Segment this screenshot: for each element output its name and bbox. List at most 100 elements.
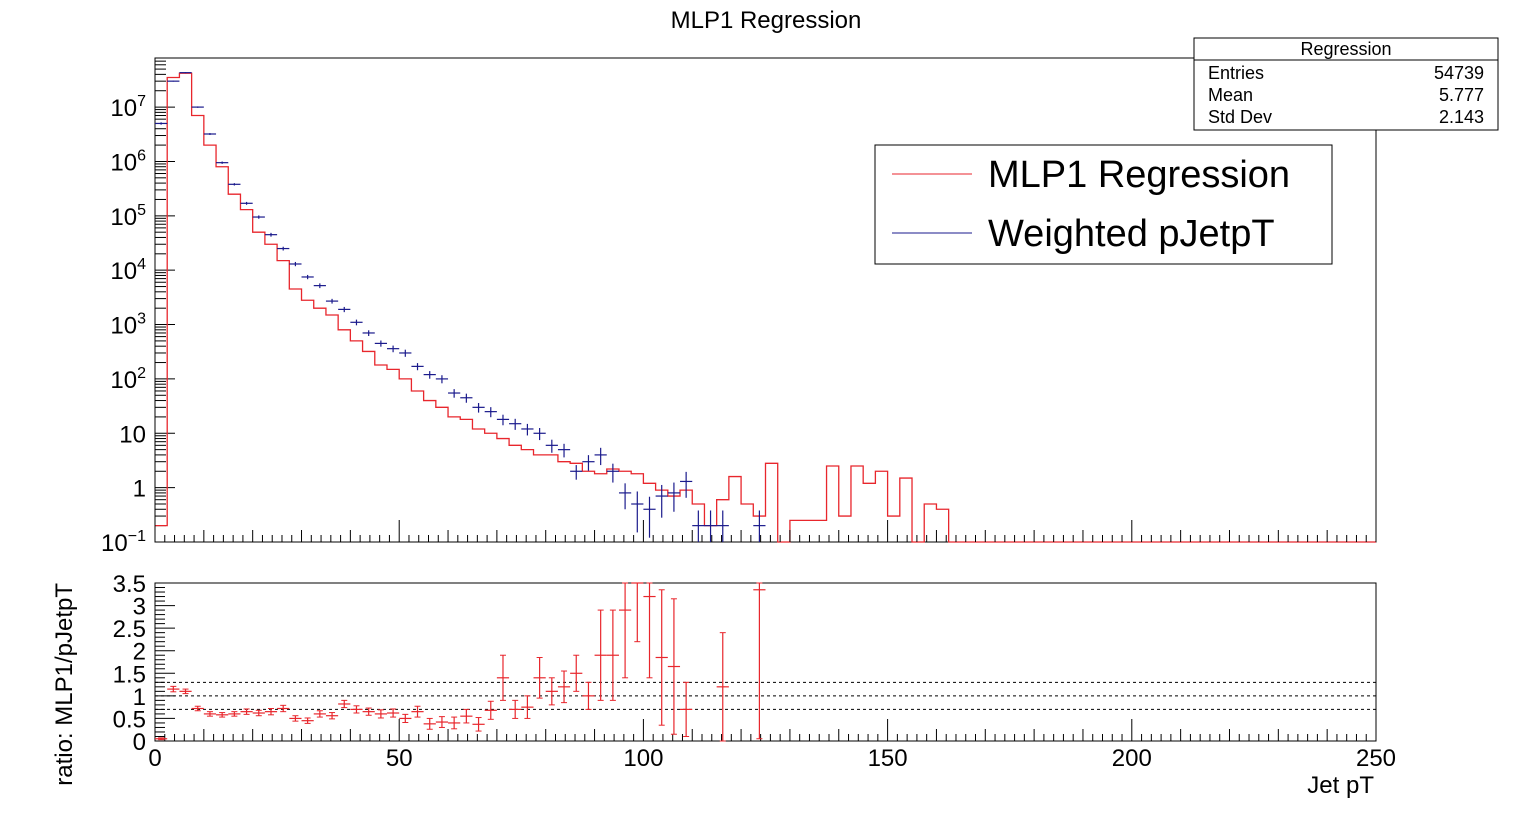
- pjetpt-point: [533, 428, 546, 441]
- main-y-tick-label: 105: [110, 202, 146, 231]
- pjetpt-point: [216, 161, 229, 164]
- ratio-point: [362, 707, 375, 716]
- pjetpt-point: [594, 447, 607, 466]
- pjetpt-point: [753, 510, 766, 542]
- pjetpt-point: [655, 484, 668, 518]
- ratio-point: [179, 688, 192, 695]
- ratio-point: [374, 709, 387, 719]
- pjetpt-point: [179, 72, 192, 74]
- ratio-point: [753, 582, 766, 740]
- ratio-point: [216, 712, 229, 718]
- main-y-tick-label: 106: [110, 147, 146, 176]
- pjetpt-point: [252, 215, 265, 219]
- main-y-tick-label: 10−1: [101, 528, 146, 557]
- ratio-point: [680, 681, 693, 737]
- pjetpt-point: [191, 106, 204, 108]
- main-y-axis: 10−1 1 10 102 103 104 105 106 107: [101, 57, 175, 557]
- ratio-point: [423, 717, 436, 730]
- main-y-tick-label: 1: [133, 476, 146, 503]
- ratio-y-tick-label: 3.5: [113, 571, 146, 598]
- ratio-y-tick-label: 1.5: [113, 661, 146, 688]
- ratio-point: [533, 656, 546, 699]
- pjetpt-point: [411, 363, 424, 371]
- pjetpt-point: [155, 122, 168, 125]
- ratio-point: [325, 712, 339, 720]
- pjetpt-point: [606, 463, 619, 483]
- ratio-point: [264, 707, 278, 716]
- ratio-point: [484, 700, 497, 720]
- ratio-point: [167, 685, 180, 693]
- pjetpt-point: [680, 471, 693, 498]
- main-y-tick-label: 10: [119, 421, 146, 448]
- pjetpt-point: [362, 330, 375, 336]
- pjetpt-point: [325, 298, 339, 304]
- ratio-series-layer: [155, 582, 766, 742]
- pjetpt-point: [277, 246, 290, 251]
- pjetpt-point: [582, 455, 595, 471]
- ratio-point: [618, 582, 632, 679]
- main-y-tick-label: 103: [110, 311, 146, 340]
- stats-entries-value: 54739: [1434, 63, 1484, 83]
- ratio-point: [460, 708, 473, 724]
- pjetpt-point: [448, 389, 461, 398]
- ratio-point: [448, 716, 461, 730]
- main-y-tick-label: 107: [110, 93, 146, 122]
- ratio-reference-lines: [155, 681, 1376, 710]
- ratio-y-axis: 00.511.522.533.5: [113, 571, 175, 756]
- ratio-point: [643, 582, 656, 679]
- stats-box: Regression Entries 54739 Mean 5.777 Std …: [1193, 37, 1499, 131]
- ratio-y-tick-label: 3: [133, 594, 146, 621]
- ratio-point: [557, 670, 571, 704]
- ratio-point: [289, 715, 302, 722]
- ratio-point: [203, 711, 217, 717]
- stats-mean-label: Mean: [1208, 85, 1253, 105]
- pjetpt-point: [203, 133, 217, 135]
- ratio-point: [399, 713, 412, 723]
- main-plot-frame: [154, 57, 1377, 543]
- stats-stddev-value: 2.143: [1439, 107, 1484, 127]
- pjetpt-point: [521, 423, 534, 436]
- ratio-point: [655, 589, 668, 726]
- pjetpt-point: [631, 491, 644, 533]
- chart-title: MLP1 Regression: [671, 7, 862, 34]
- ratio-point: [594, 609, 607, 701]
- ratio-y-tick-label: 2.5: [113, 616, 146, 643]
- ratio-point: [301, 717, 314, 724]
- ratio-point: [252, 709, 265, 717]
- pjetpt-point: [435, 375, 449, 384]
- stats-mean-value: 5.777: [1439, 85, 1484, 105]
- pjetpt-point: [313, 283, 326, 289]
- main-y-tick-label: 104: [110, 256, 146, 285]
- pjetpt-point: [557, 443, 571, 458]
- pjetpt-point: [472, 403, 485, 413]
- ratio-point: [509, 699, 522, 719]
- ratio-point: [716, 632, 729, 742]
- ratio-point: [277, 704, 290, 713]
- ratio-point: [472, 717, 485, 732]
- pjetpt-point: [374, 340, 387, 347]
- ratio-point: [582, 681, 595, 710]
- pjetpt-point: [618, 483, 632, 510]
- pjetpt-point: [667, 482, 681, 512]
- ratio-point: [667, 598, 681, 735]
- mlp1-regression-histogram: [155, 72, 1376, 543]
- pjetpt-point: [240, 201, 253, 205]
- ratio-point: [521, 695, 534, 719]
- pjetpt-point: [570, 465, 583, 480]
- pjetpt-point: [228, 183, 241, 186]
- ratio-x-tick-label: 150: [868, 745, 908, 772]
- main-series-layer: [155, 72, 1376, 543]
- legend-label-pjetpt: Weighted pJetpT: [988, 213, 1275, 255]
- ratio-point: [191, 705, 204, 712]
- pjetpt-point: [386, 345, 400, 353]
- ratio-x-tick-label: 200: [1112, 745, 1152, 772]
- pjetpt-point: [484, 407, 497, 418]
- ratio-point: [313, 710, 326, 718]
- ratio-plot-frame: [154, 582, 1377, 742]
- ratio-point: [338, 699, 351, 709]
- pjetpt-point: [350, 319, 363, 326]
- ratio-point: [606, 609, 619, 701]
- ratio-point: [350, 705, 363, 714]
